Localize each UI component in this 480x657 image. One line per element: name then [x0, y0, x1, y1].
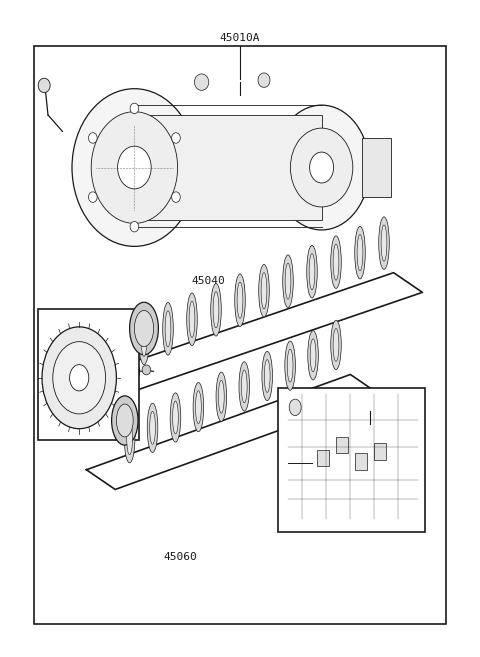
Ellipse shape [72, 89, 197, 246]
Ellipse shape [274, 105, 370, 230]
Ellipse shape [170, 393, 181, 442]
Ellipse shape [307, 246, 317, 298]
Ellipse shape [172, 133, 180, 143]
Ellipse shape [88, 192, 97, 202]
Ellipse shape [194, 74, 209, 91]
Ellipse shape [118, 147, 151, 189]
Ellipse shape [283, 255, 293, 307]
Ellipse shape [308, 330, 318, 380]
Ellipse shape [261, 273, 267, 309]
Text: 4503D: 4503D [84, 309, 118, 319]
Bar [278, 388, 425, 532]
Ellipse shape [42, 327, 117, 429]
Text: 45060: 45060 [163, 552, 197, 562]
Ellipse shape [379, 217, 389, 269]
Ellipse shape [130, 302, 158, 355]
Ellipse shape [117, 404, 133, 437]
Bar [362, 138, 391, 197]
Ellipse shape [333, 328, 339, 361]
Ellipse shape [285, 263, 291, 300]
Bar [134, 115, 322, 220]
Ellipse shape [139, 312, 149, 365]
Ellipse shape [213, 292, 219, 328]
Bar [317, 450, 329, 466]
Ellipse shape [287, 350, 293, 382]
Ellipse shape [235, 274, 245, 327]
Ellipse shape [241, 370, 247, 403]
Ellipse shape [310, 152, 334, 183]
Ellipse shape [163, 302, 173, 355]
Ellipse shape [310, 339, 316, 372]
Ellipse shape [189, 301, 195, 338]
Ellipse shape [38, 78, 50, 93]
Ellipse shape [239, 362, 250, 411]
Ellipse shape [193, 382, 204, 432]
Ellipse shape [91, 112, 178, 223]
Ellipse shape [237, 283, 243, 318]
Ellipse shape [218, 380, 224, 413]
Ellipse shape [262, 351, 273, 401]
Text: 45010A: 45010A [220, 33, 260, 43]
Ellipse shape [172, 192, 180, 202]
Ellipse shape [290, 128, 353, 207]
Ellipse shape [258, 73, 270, 87]
Ellipse shape [264, 359, 270, 392]
Bar [336, 437, 348, 453]
Ellipse shape [357, 235, 363, 271]
Ellipse shape [124, 414, 135, 463]
Ellipse shape [187, 293, 197, 346]
Ellipse shape [134, 311, 154, 347]
Ellipse shape [142, 365, 151, 374]
Ellipse shape [211, 284, 221, 336]
Ellipse shape [111, 396, 138, 445]
Ellipse shape [130, 103, 139, 114]
Ellipse shape [147, 403, 158, 453]
Ellipse shape [333, 244, 339, 281]
Ellipse shape [70, 365, 89, 391]
Bar [355, 453, 367, 470]
Ellipse shape [309, 254, 315, 290]
Ellipse shape [165, 311, 171, 347]
Text: 45050: 45050 [353, 397, 386, 407]
Ellipse shape [150, 411, 156, 444]
Bar [374, 443, 386, 460]
Ellipse shape [381, 225, 387, 261]
Ellipse shape [53, 342, 106, 414]
Ellipse shape [285, 341, 295, 390]
Ellipse shape [130, 221, 139, 232]
Ellipse shape [355, 226, 365, 279]
Ellipse shape [141, 321, 147, 356]
Ellipse shape [195, 391, 201, 424]
Text: 45040: 45040 [192, 276, 226, 286]
Bar [38, 309, 139, 440]
Ellipse shape [259, 264, 269, 317]
Ellipse shape [127, 422, 132, 455]
Ellipse shape [88, 133, 97, 143]
Ellipse shape [331, 321, 341, 369]
Ellipse shape [173, 401, 179, 434]
Ellipse shape [331, 236, 341, 288]
Ellipse shape [216, 372, 227, 421]
Ellipse shape [289, 399, 301, 416]
Bar [34, 46, 446, 624]
